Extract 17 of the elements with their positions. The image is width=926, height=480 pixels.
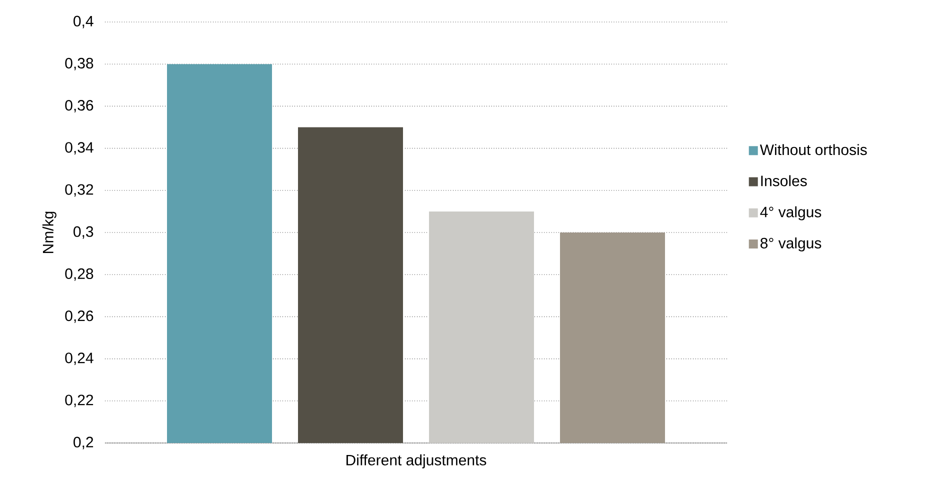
y-tick-label: 0,2	[74, 436, 94, 450]
legend-label: Insoles	[761, 175, 807, 186]
legend-label: 8° valgus	[760, 237, 822, 252]
y-tick-label: 0,28	[65, 268, 94, 281]
y-tick-label: 0,32	[65, 184, 94, 197]
y-tick-label: 0,36	[65, 100, 94, 112]
y-tick-label: 0,34	[65, 142, 94, 154]
y-tick-label: 0,4	[74, 16, 94, 28]
legend-label: Without orthosis	[760, 144, 867, 156]
y-tick-label: 0,38	[65, 58, 94, 70]
y-tick-label: 0,3	[74, 226, 94, 239]
y-tick-label: 0,26	[65, 310, 94, 323]
y-axis-title: Nm/kg	[42, 212, 56, 253]
y-tick-label: 0,22	[65, 394, 94, 408]
x-axis-title: Different adjustments	[346, 454, 486, 468]
y-tick-label: 0,24	[65, 352, 94, 365]
legend-label: 4° valgus	[760, 206, 822, 220]
